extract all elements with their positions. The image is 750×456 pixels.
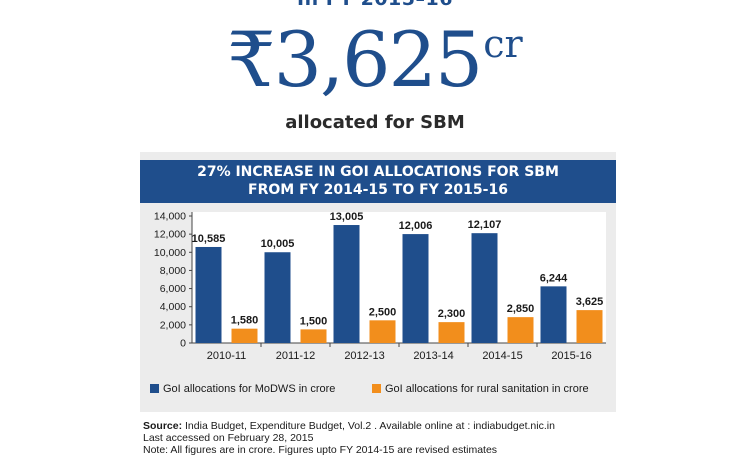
bar-modws <box>333 225 360 343</box>
data-label: 6,244 <box>540 272 568 284</box>
bar-modws <box>471 233 498 343</box>
y-tick-label: 4,000 <box>160 301 186 313</box>
source-line-2: Last accessed on February 28, 2015 <box>143 432 314 444</box>
hero-caption: allocated for SBM <box>285 112 465 133</box>
data-label: 10,005 <box>261 238 295 250</box>
data-label: 12,107 <box>468 219 502 231</box>
y-tick-label: 0 <box>180 338 186 350</box>
bar-rural-sanitation <box>369 320 396 343</box>
y-tick-label: 6,000 <box>160 283 186 295</box>
source-line-3: Note: All figures are in crore. Figures … <box>143 444 498 456</box>
y-tick-label: 12,000 <box>154 229 186 241</box>
y-tick-label: 2,000 <box>160 319 186 331</box>
data-label: 1,500 <box>300 315 328 327</box>
chart-title-line-1: 27% INCREASE IN GOI ALLOCATIONS FOR SBM <box>197 164 559 180</box>
chart-title-banner: 27% INCREASE IN GOI ALLOCATIONS FOR SBM … <box>140 160 616 203</box>
bar-chart: 0 2,000 4,000 6,000 8,000 10,000 12,000 14,000 2… <box>150 211 606 395</box>
y-tick-label: 8,000 <box>160 265 186 277</box>
data-label: 2,500 <box>369 306 397 318</box>
hero-amount: ₹3,625cr <box>0 14 750 106</box>
legend-swatch <box>150 384 159 393</box>
data-label: 10,585 <box>192 233 226 245</box>
bar-modws <box>264 252 291 343</box>
bar-rural-sanitation <box>576 310 603 343</box>
legend-label: GoI allocations for rural sanitation in … <box>385 383 589 395</box>
data-label: 2,300 <box>438 308 466 320</box>
data-label: 3,625 <box>576 296 604 308</box>
chart-title-line-2: FROM FY 2014-15 TO FY 2015-16 <box>248 182 508 198</box>
bar-rural-sanitation <box>231 328 258 343</box>
legend-swatch <box>372 384 381 393</box>
source-label: Source: <box>143 420 183 432</box>
data-label: 2,850 <box>507 303 535 315</box>
plot-area <box>192 212 606 343</box>
data-label: 12,006 <box>399 220 433 232</box>
y-tick-label: 14,000 <box>154 211 186 223</box>
data-label: 1,580 <box>231 315 259 327</box>
bar-rural-sanitation <box>507 317 534 343</box>
source-line-1: Source: India Budget, Expenditure Budget… <box>143 420 743 432</box>
bar-modws <box>540 286 567 343</box>
x-tick-label: 2010-11 <box>207 350 247 362</box>
bar-rural-sanitation <box>300 329 327 343</box>
hero-subtitle: In FY 2015–16 <box>0 0 750 12</box>
legend-label: GoI allocations for MoDWS in crore <box>163 383 335 395</box>
data-label: 13,005 <box>330 211 364 223</box>
bar-modws <box>195 246 222 343</box>
x-tick-label: 2014-15 <box>482 350 522 362</box>
source-text: India Budget, Expenditure Budget, Vol.2 … <box>182 420 555 432</box>
bar-rural-sanitation <box>438 322 465 343</box>
source-note: Source: India Budget, Expenditure Budget… <box>143 420 743 456</box>
hero-amount-value: ₹3,625 <box>227 15 483 104</box>
hero-amount-unit: cr <box>483 22 523 66</box>
x-tick-label: 2012-13 <box>344 350 384 362</box>
x-tick-label: 2011-12 <box>276 350 316 362</box>
x-tick-label: 2013-14 <box>413 350 453 362</box>
x-tick-label: 2015-16 <box>551 350 591 362</box>
bar-modws <box>402 234 429 343</box>
y-tick-label: 10,000 <box>154 247 186 259</box>
